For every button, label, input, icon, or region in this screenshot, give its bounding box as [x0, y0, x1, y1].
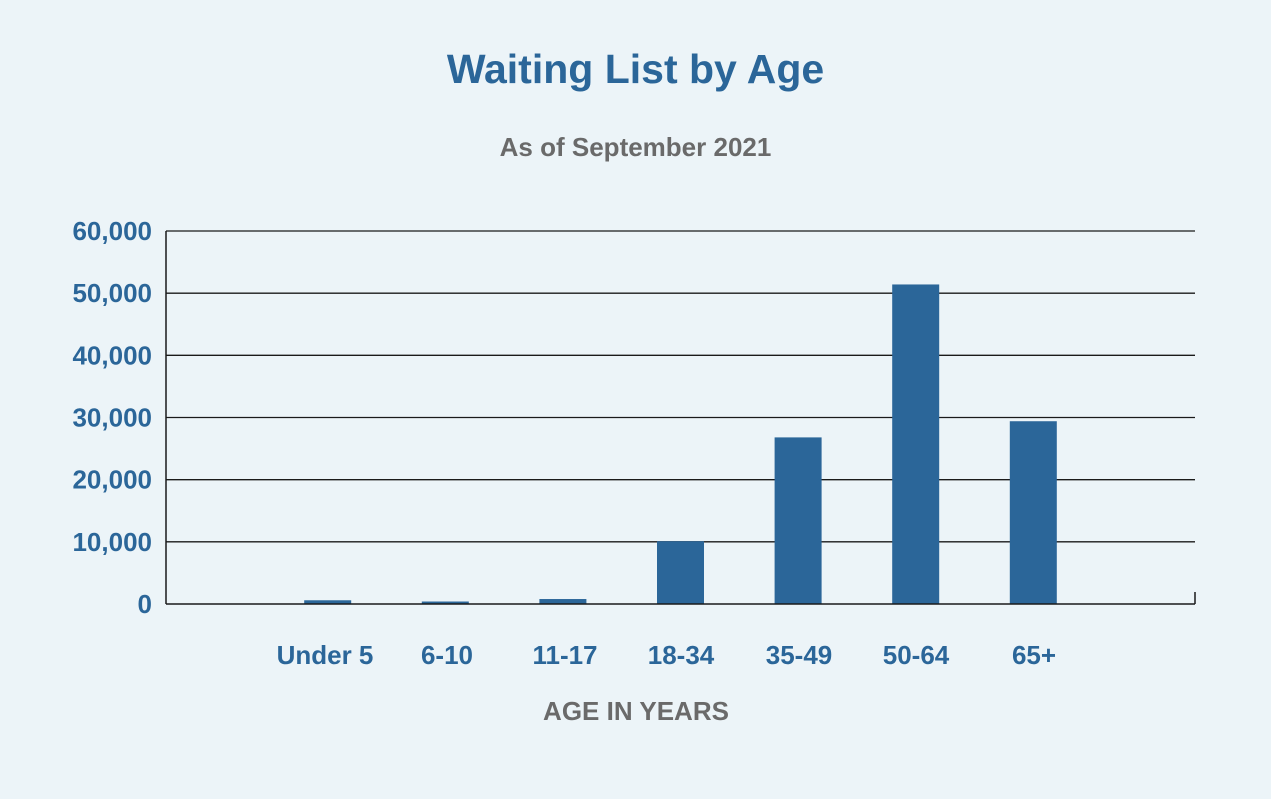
y-tick-label: 40,000 — [72, 340, 152, 370]
y-tick-label: 60,000 — [72, 216, 152, 246]
x-tick-labels: Under 5 6-10 11-17 18-34 35-49 50-64 65+ — [277, 640, 1056, 670]
bars — [304, 284, 1057, 604]
x-tick-label: 11-17 — [532, 640, 597, 670]
y-tick-label: 20,000 — [72, 465, 152, 495]
bar-50-64 — [892, 284, 940, 604]
bar-6-10 — [421, 601, 469, 604]
bar-under-5 — [304, 600, 352, 604]
x-tick-label: Under 5 — [277, 640, 374, 670]
x-tick-label: 18-34 — [648, 640, 715, 670]
x-tick-label: 50-64 — [883, 640, 950, 670]
bar-35-49 — [774, 437, 822, 604]
y-tick-label: 0 — [138, 589, 152, 619]
x-tick-label: 65+ — [1012, 640, 1056, 670]
x-axis-title: AGE IN YEARS — [543, 696, 729, 726]
axes — [165, 231, 1196, 605]
bar-18-34 — [657, 541, 704, 604]
y-tick-label: 10,000 — [72, 527, 152, 557]
bar-11-17 — [539, 599, 587, 604]
y-tick-label: 50,000 — [72, 278, 152, 308]
bar-65- — [1009, 421, 1057, 604]
y-tick-label: 30,000 — [72, 403, 152, 433]
x-tick-label: 35-49 — [766, 640, 833, 670]
chart-subtitle: As of September 2021 — [499, 132, 772, 162]
y-tick-labels: 0 10,000 20,000 30,000 40,000 50,000 60,000 — [72, 216, 152, 619]
chart-title: Waiting List by Age — [446, 46, 825, 92]
x-tick-label: 6-10 — [421, 640, 473, 670]
